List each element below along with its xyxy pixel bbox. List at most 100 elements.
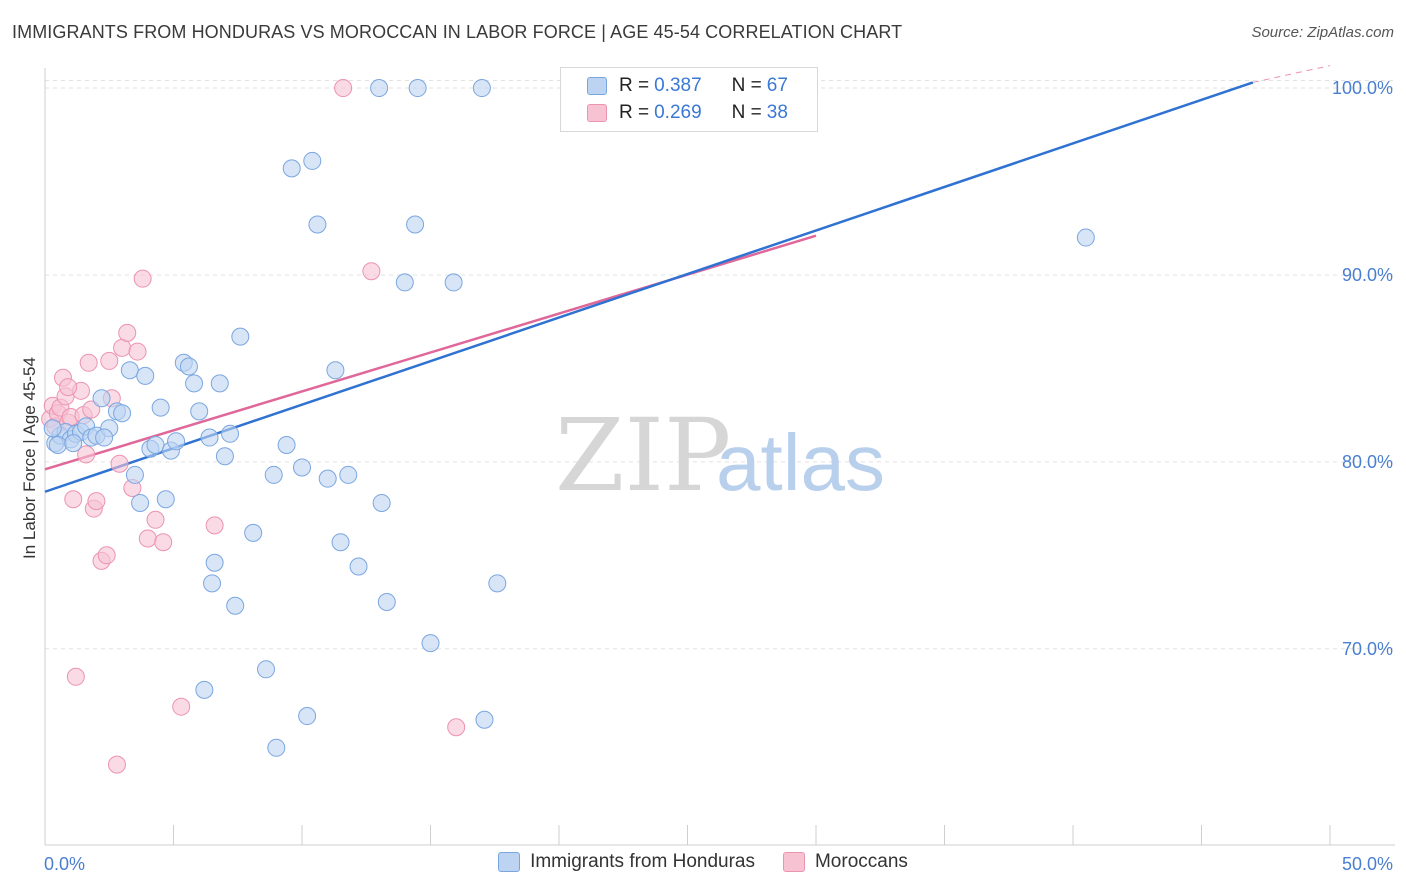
bottom-legend-label: Moroccans [814, 851, 908, 872]
data-point-honduras [215, 447, 234, 466]
data-point-moroccans [64, 490, 83, 509]
data-point-moroccans [205, 516, 224, 535]
data-point-honduras [349, 557, 368, 576]
data-point-honduras [221, 424, 240, 443]
trend-line-extension [1252, 65, 1331, 83]
data-point-honduras [293, 458, 311, 477]
legend-n-value: 38 [766, 102, 788, 123]
bottom-legend-swatch-pink [782, 852, 805, 872]
series-honduras [43, 79, 1095, 757]
data-point-moroccans [110, 454, 129, 473]
bottom-legend-label: Immigrants from Honduras [530, 851, 755, 872]
data-point-honduras [444, 273, 463, 292]
chart-title: IMMIGRANTS FROM HONDURAS VS MOROCCAN IN … [12, 22, 903, 42]
data-point-honduras [210, 374, 229, 393]
y-tick-label: 80.0% [1342, 452, 1393, 472]
data-point-honduras [326, 361, 345, 380]
legend: R = 0.387 N = 67 R = 0.269 N = 38 [560, 67, 818, 132]
data-point-honduras [475, 710, 494, 729]
data-point-moroccans [113, 338, 132, 357]
data-point-honduras [205, 553, 224, 572]
data-point-honduras [264, 465, 283, 484]
data-point-honduras [48, 436, 67, 455]
source-credit: Source: ZipAtlas.com [1251, 24, 1394, 41]
data-point-honduras [408, 79, 427, 98]
data-point-honduras [308, 215, 327, 234]
trend-lines [44, 65, 1331, 493]
data-point-moroccans [87, 492, 106, 511]
data-point-moroccans [82, 400, 101, 419]
watermark-zip: ZIP [555, 397, 731, 514]
data-point-moroccans [118, 323, 137, 342]
data-point-honduras [43, 419, 62, 438]
watermark-atlas: atlas [716, 418, 885, 507]
legend-n-label: N = [731, 102, 762, 123]
data-point-moroccans [100, 351, 119, 370]
bottom-legend-moroccans: Moroccans [782, 851, 908, 873]
data-point-moroccans [154, 533, 173, 552]
y-tick-label: 70.0% [1342, 639, 1393, 659]
data-point-moroccans [334, 79, 353, 98]
legend-swatch-pink [587, 104, 607, 122]
legend-r-label: R = [619, 75, 650, 96]
series-moroccans [41, 79, 466, 774]
data-point-honduras [64, 434, 83, 453]
data-point-moroccans [362, 262, 381, 281]
legend-n-value: 67 [766, 75, 788, 96]
legend-r-label: R = [619, 102, 650, 123]
data-point-moroccans [133, 269, 152, 288]
data-point-honduras [200, 428, 219, 447]
data-point-honduras [303, 151, 322, 170]
data-point-moroccans [172, 697, 191, 716]
data-point-moroccans [146, 510, 165, 529]
bottom-legend-swatch-blue [498, 852, 521, 872]
y-tick-label: 90.0% [1342, 265, 1393, 285]
data-point-moroccans [59, 378, 78, 397]
data-point-honduras [113, 404, 132, 423]
data-point-honduras [190, 402, 209, 421]
data-point-honduras [125, 465, 144, 484]
y-tick-label: 100.0% [1332, 78, 1393, 98]
data-point-honduras [156, 490, 175, 509]
watermark: ZIP atlas [555, 397, 885, 514]
axes [44, 68, 1395, 846]
data-point-honduras [95, 428, 114, 447]
bottom-legend-honduras: Immigrants from Honduras [498, 851, 755, 873]
data-point-honduras [1076, 228, 1095, 247]
bottom-legend: Immigrants from Honduras Moroccans [0, 851, 1406, 873]
legend-swatch-blue [587, 77, 607, 95]
data-point-honduras [318, 469, 337, 488]
data-point-honduras [472, 79, 491, 98]
data-point-honduras [267, 738, 286, 757]
data-point-honduras [195, 680, 214, 699]
data-point-moroccans [107, 755, 126, 774]
y-axis-label: In Labor Force | Age 45-54 [20, 357, 39, 559]
data-point-honduras [231, 327, 250, 346]
data-point-moroccans [128, 342, 147, 361]
data-point-honduras [131, 493, 150, 512]
trend-line-honduras [44, 81, 1254, 493]
data-point-honduras [277, 436, 296, 455]
data-point-honduras [282, 159, 301, 178]
data-point-honduras [339, 465, 358, 484]
data-point-honduras [146, 436, 165, 455]
data-point-honduras [488, 574, 507, 593]
legend-r-value: 0.269 [654, 102, 702, 123]
data-point-honduras [244, 523, 263, 542]
data-point-honduras [92, 389, 111, 408]
data-point-honduras [120, 361, 139, 380]
legend-row-honduras: R = 0.387 N = 67 [587, 74, 788, 98]
data-point-moroccans [77, 445, 96, 464]
data-point-honduras [257, 660, 276, 679]
data-point-honduras [406, 215, 425, 234]
tick-labels: 70.0% 80.0% 90.0% 100.0% 0.0% 50.0% [44, 78, 1393, 874]
gridlines [45, 80, 1395, 650]
data-point-moroccans [79, 353, 98, 372]
data-point-honduras [185, 374, 204, 393]
data-point-moroccans [97, 546, 116, 565]
data-point-honduras [421, 634, 440, 653]
data-point-honduras [179, 357, 198, 376]
data-point-moroccans [66, 667, 85, 686]
data-point-honduras [167, 432, 186, 451]
